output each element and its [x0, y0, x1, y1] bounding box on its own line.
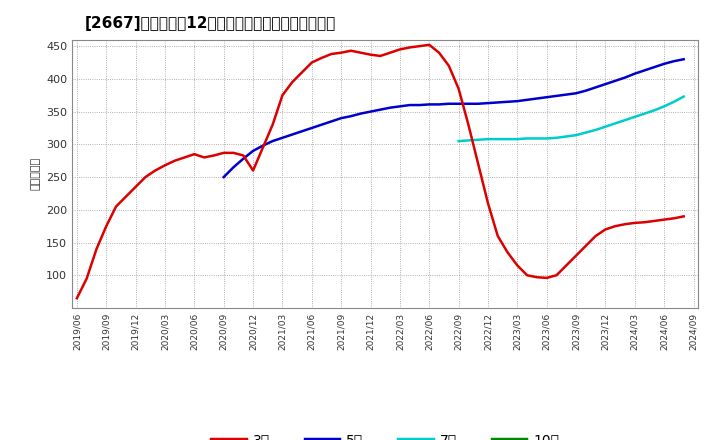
Y-axis label: （百万円）: （百万円） — [30, 157, 40, 191]
Text: [2667]　経常利益12か月移動合計の標準偏差の推移: [2667] 経常利益12か月移動合計の標準偏差の推移 — [84, 16, 336, 32]
Legend: 3年, 5年, 7年, 10年: 3年, 5年, 7年, 10年 — [205, 428, 565, 440]
